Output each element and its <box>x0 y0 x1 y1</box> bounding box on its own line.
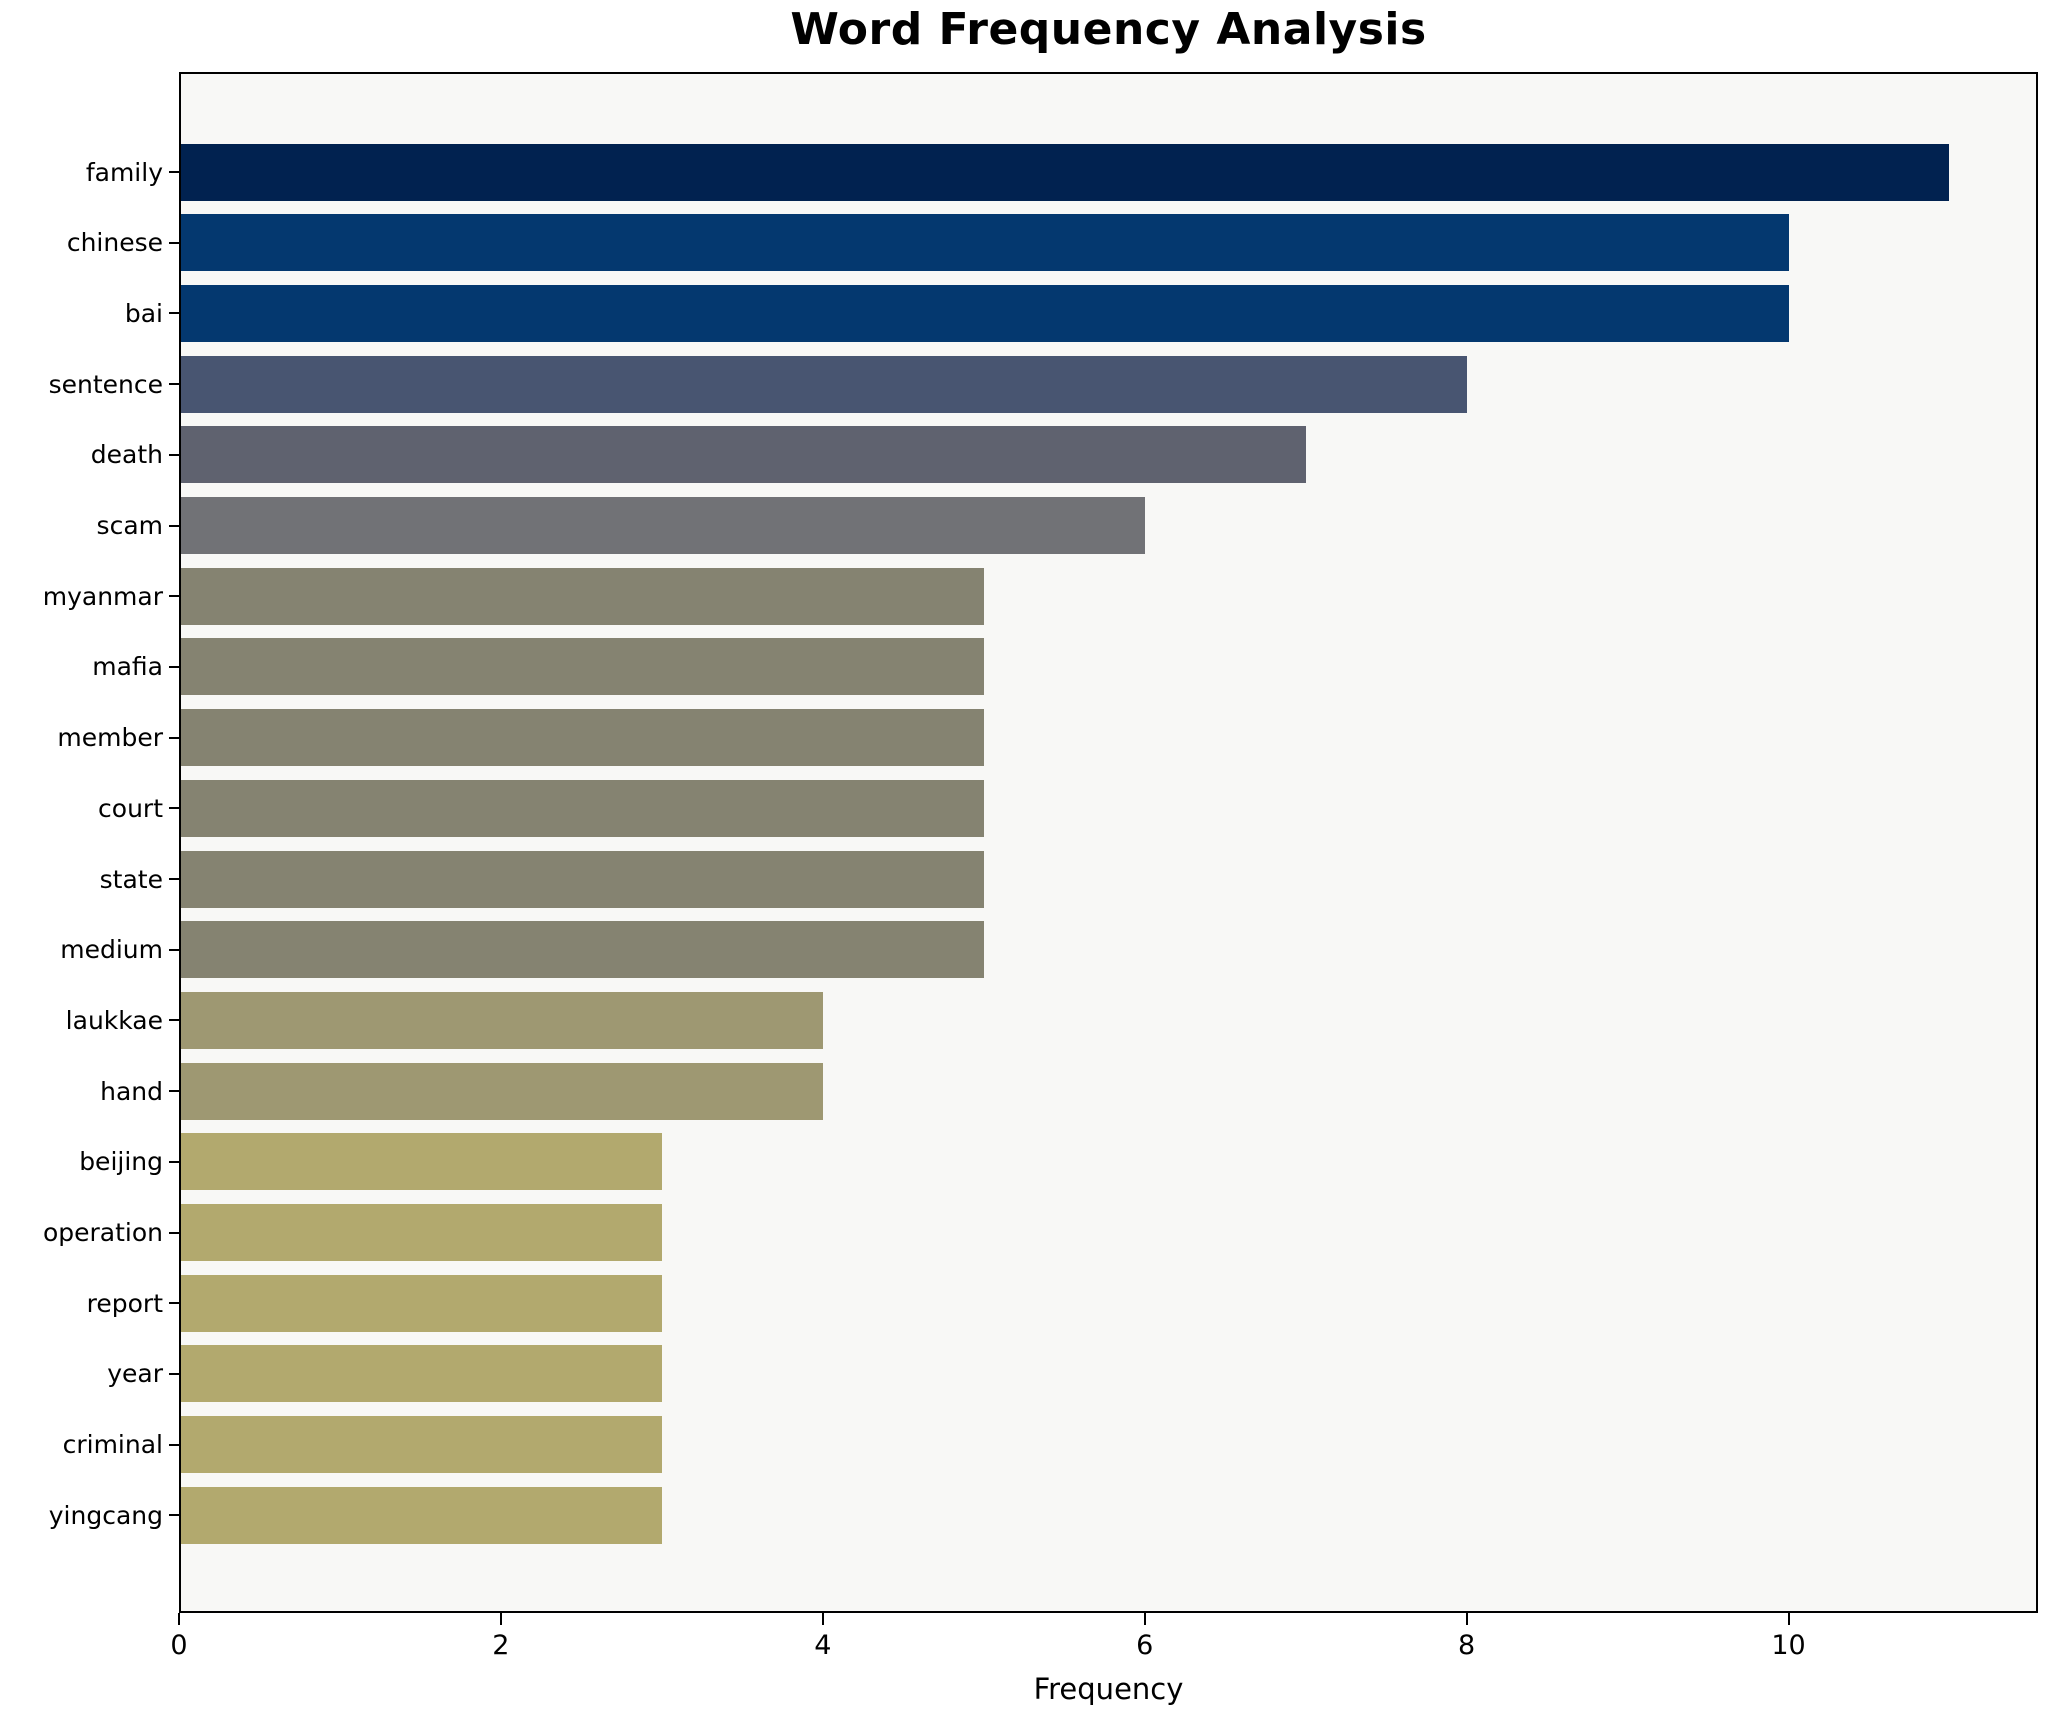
bar-sentence <box>181 355 1467 413</box>
y-tick-mark <box>169 736 179 739</box>
y-tick-mark <box>169 524 179 527</box>
x-tick-label-0: 0 <box>170 1630 188 1661</box>
y-tick-label-family: family <box>85 157 163 187</box>
x-axis-label: Frequency <box>1033 1672 1184 1706</box>
chart-title: Word Frequency Analysis <box>790 4 1427 55</box>
y-tick-mark <box>169 171 179 173</box>
y-tick-mark <box>169 1160 179 1163</box>
bar-laukkae <box>181 991 823 1049</box>
y-tick-label-chinese: chinese <box>66 228 163 258</box>
y-tick-label-court: court <box>98 793 163 823</box>
y-tick-mark <box>169 1019 179 1022</box>
bar-chinese <box>181 214 1789 272</box>
bar-operation <box>181 1204 662 1261</box>
y-tick-mark <box>169 665 179 668</box>
bar-scam <box>181 497 1145 554</box>
x-tick-mark <box>1143 1613 1146 1625</box>
y-tick-mark <box>169 383 179 386</box>
y-tick-label-myanmar: myanmar <box>42 581 163 611</box>
bar-yingcang <box>181 1486 662 1544</box>
y-tick-mark <box>169 312 179 315</box>
x-tick-label-4: 4 <box>814 1630 832 1661</box>
x-tick-label-10: 10 <box>1771 1630 1806 1661</box>
y-tick-mark <box>169 1372 179 1375</box>
bar-state <box>181 850 984 908</box>
x-tick-mark <box>178 1613 180 1625</box>
bar-family <box>181 143 1950 201</box>
y-tick-label-criminal: criminal <box>62 1430 163 1460</box>
x-tick-mark <box>499 1613 502 1625</box>
bar-beijing <box>181 1133 662 1191</box>
bar-criminal <box>181 1416 662 1474</box>
bar-member <box>181 709 984 767</box>
bar-bai <box>181 284 1789 342</box>
x-tick-mark <box>1465 1613 1468 1625</box>
y-tick-label-medium: medium <box>60 935 163 965</box>
y-tick-label-year: year <box>107 1359 163 1389</box>
y-tick-label-beijing: beijing <box>79 1147 163 1177</box>
x-tick-label-8: 8 <box>1458 1630 1476 1661</box>
y-tick-label-operation: operation <box>42 1218 163 1247</box>
y-tick-label-scam: scam <box>96 511 163 540</box>
x-tick-label-6: 6 <box>1136 1630 1154 1661</box>
bar-medium <box>181 921 984 979</box>
bar-mafia <box>181 638 984 696</box>
y-tick-mark <box>169 807 179 810</box>
x-tick-label-2: 2 <box>492 1630 510 1661</box>
y-tick-mark <box>169 1302 179 1305</box>
y-tick-mark <box>169 453 179 456</box>
bar-year <box>181 1345 662 1403</box>
x-tick-mark <box>1787 1613 1790 1625</box>
y-tick-mark <box>169 878 179 880</box>
y-tick-mark <box>169 1231 179 1234</box>
bar-report <box>181 1274 662 1332</box>
y-tick-label-mafia: mafia <box>92 652 163 682</box>
y-tick-label-hand: hand <box>100 1076 163 1106</box>
y-tick-mark <box>169 1443 179 1446</box>
bar-hand <box>181 1062 823 1120</box>
bar-death <box>181 426 1306 484</box>
y-tick-label-yingcang: yingcang <box>48 1500 163 1530</box>
y-tick-label-state: state <box>99 864 163 894</box>
x-tick-mark <box>821 1613 824 1625</box>
y-tick-label-report: report <box>86 1288 163 1318</box>
y-tick-mark <box>169 241 179 244</box>
y-tick-label-member: member <box>57 723 163 753</box>
y-tick-mark <box>169 948 179 951</box>
y-tick-label-laukkae: laukkae <box>65 1005 163 1035</box>
y-tick-mark <box>169 595 179 598</box>
y-tick-label-death: death <box>90 440 163 470</box>
bar-myanmar <box>181 567 984 625</box>
bar-court <box>181 779 984 837</box>
y-tick-label-bai: bai <box>124 298 163 328</box>
y-tick-mark <box>169 1090 179 1093</box>
y-tick-label-sentence: sentence <box>48 369 163 399</box>
y-tick-mark <box>169 1514 179 1517</box>
